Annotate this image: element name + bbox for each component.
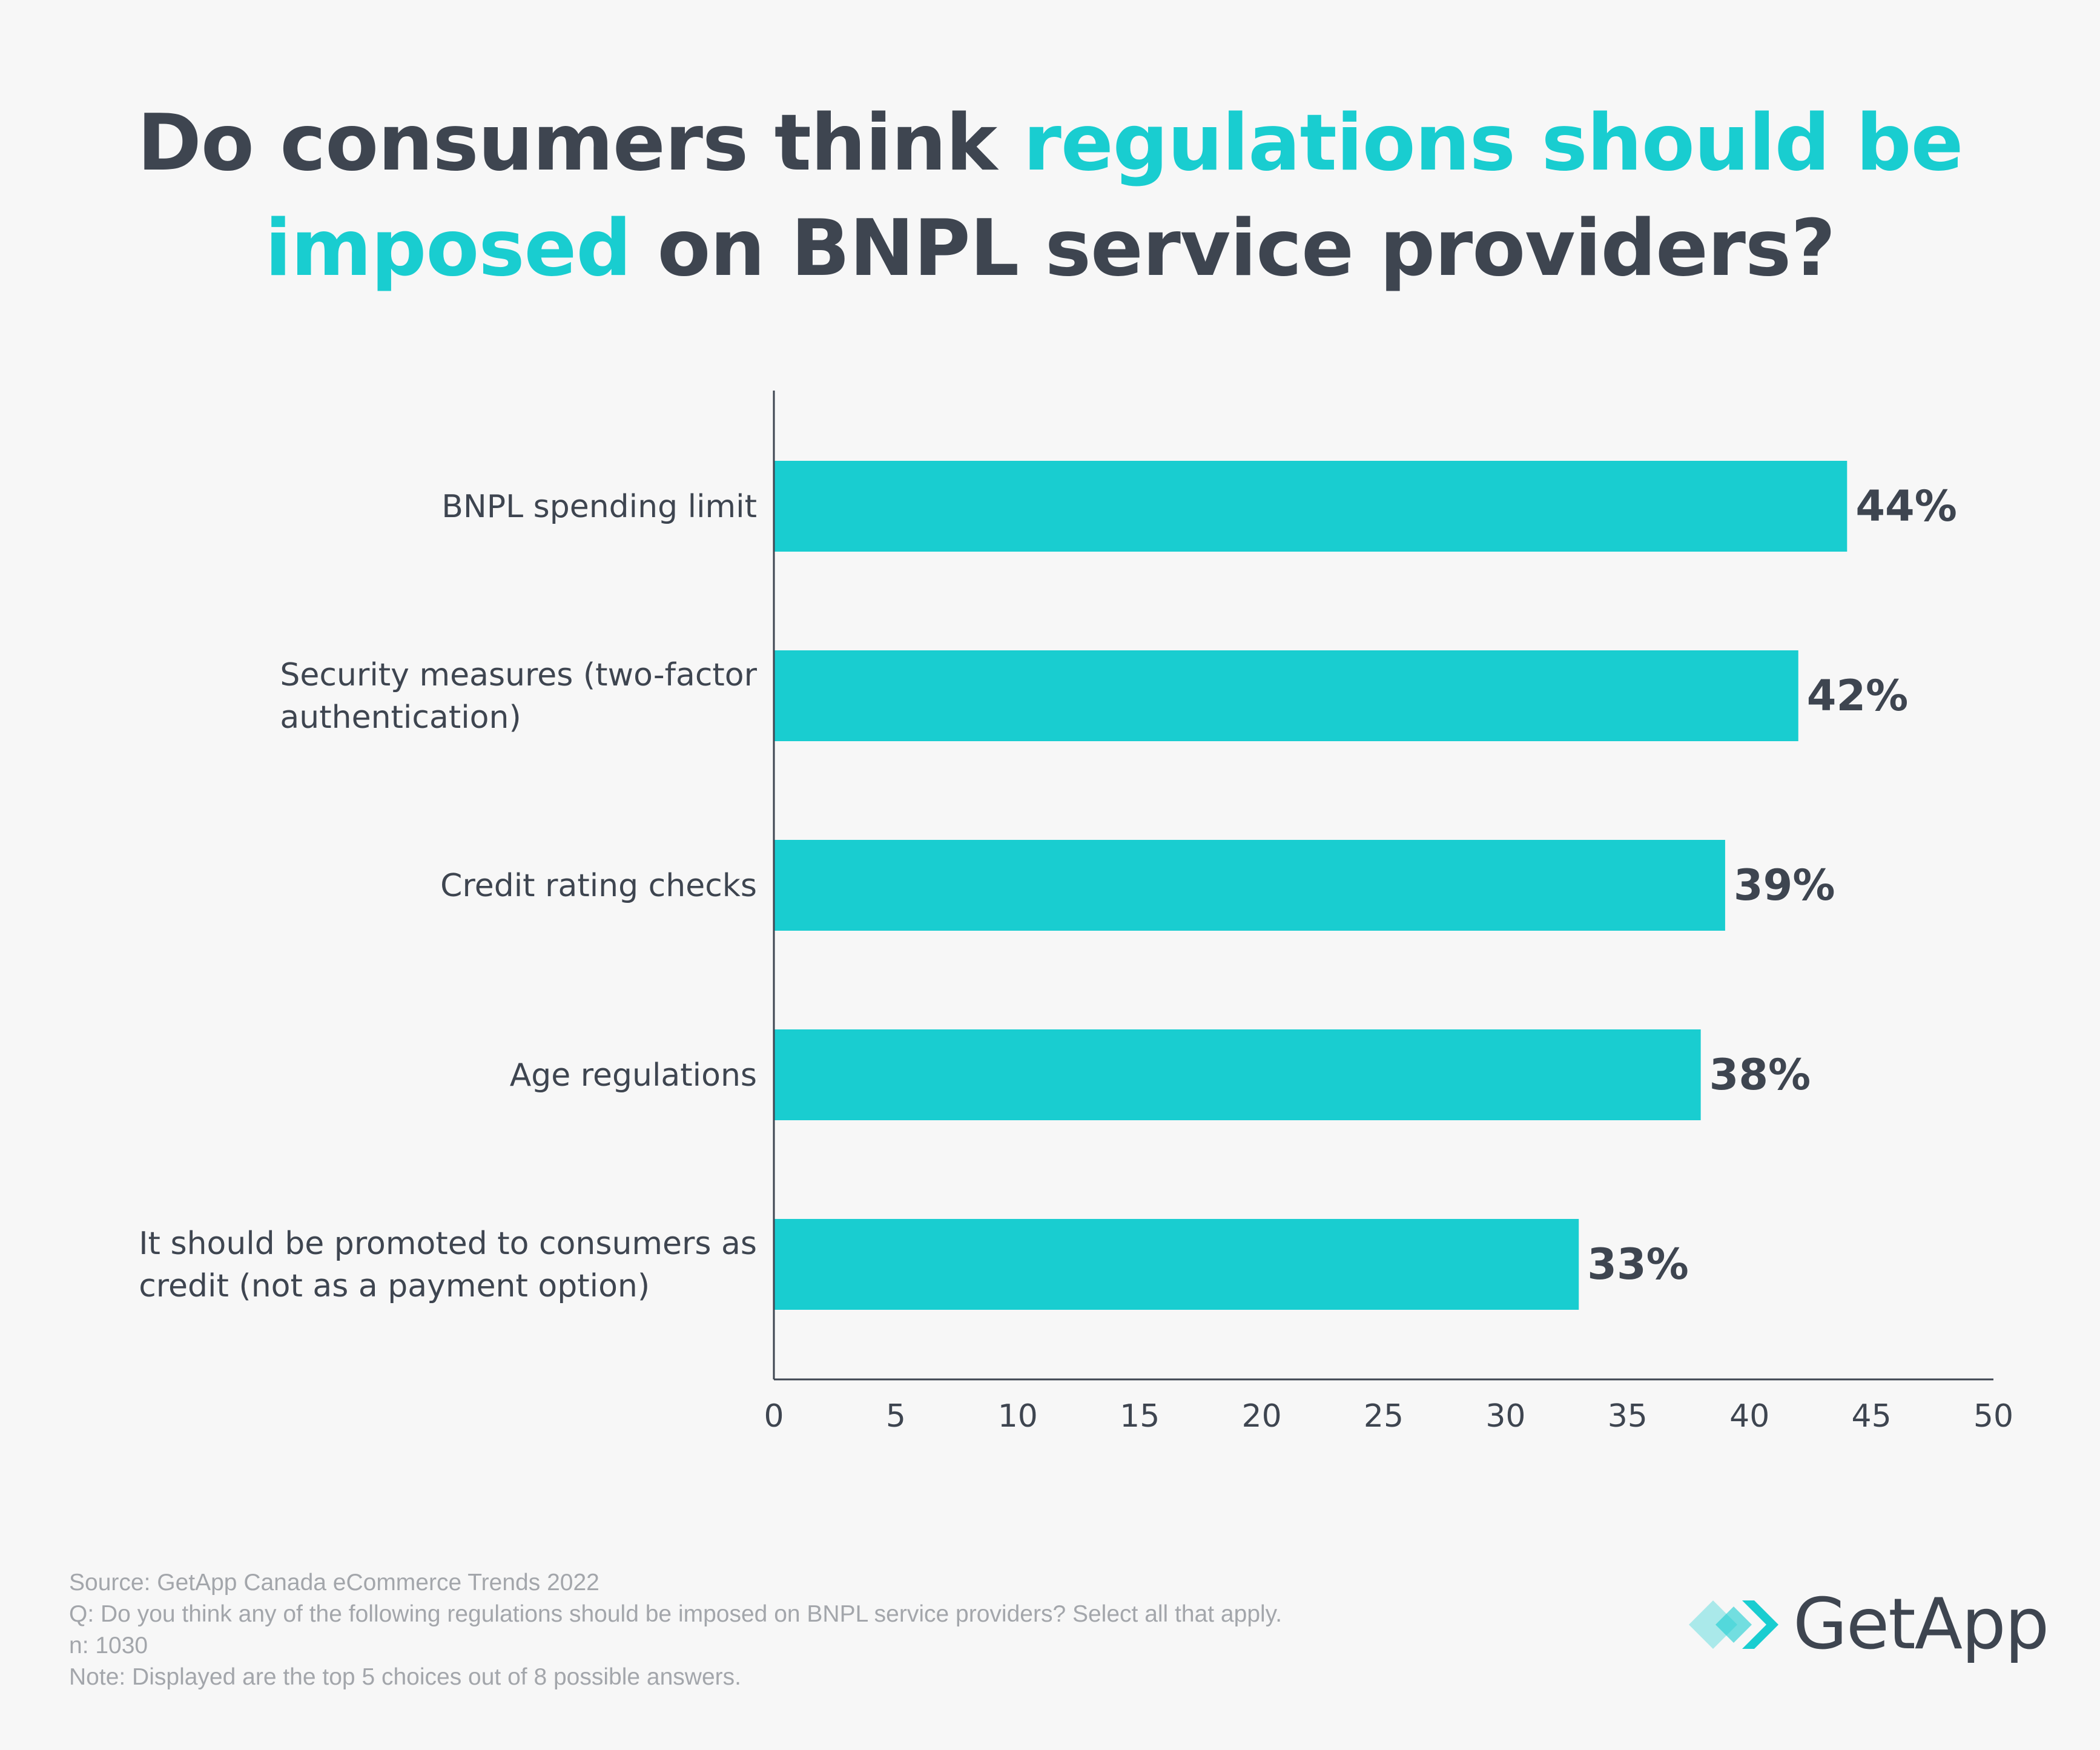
footer-n: n: 1030 <box>69 1633 148 1659</box>
bar-1 <box>774 650 1798 741</box>
chart-title: Do consumers think regulations should be… <box>0 91 2100 302</box>
value-label-3: 38% <box>1709 1050 1811 1100</box>
x-tick-label-1: 5 <box>886 1398 906 1435</box>
footer-note: Note: Displayed are the top 5 choices ou… <box>69 1664 741 1690</box>
bar-4 <box>774 1219 1579 1310</box>
getapp-chevrons-icon <box>1689 1600 1778 1649</box>
bar-0 <box>774 461 1847 552</box>
title-part-1: Do consumers think <box>137 98 1023 188</box>
chart-footer: Source: GetApp Canada eCommerce Trends 2… <box>69 1567 1282 1693</box>
category-label-4-1: credit (not as a payment option) <box>139 1268 650 1304</box>
value-label-1: 42% <box>1807 671 1909 721</box>
x-tick-label-9: 45 <box>1852 1398 1892 1435</box>
x-tick-label-6: 30 <box>1485 1398 1525 1435</box>
category-label-1-0: Security measures (two-factor <box>280 657 757 693</box>
footer-question: Q: Do you think any of the following reg… <box>69 1601 1283 1627</box>
title-part-2: on BNPL service providers? <box>630 203 1836 294</box>
value-label-4: 33% <box>1587 1240 1689 1289</box>
value-label-2: 39% <box>1734 860 1835 910</box>
title-highlight-2: imposed <box>265 203 632 294</box>
x-tick-label-8: 40 <box>1729 1398 1769 1435</box>
x-tick-label-4: 20 <box>1242 1398 1282 1435</box>
x-tick-label-3: 15 <box>1120 1398 1160 1435</box>
value-label-0: 44% <box>1855 481 1957 531</box>
chart-title-line-1: Do consumers think regulations should be <box>0 91 2100 196</box>
x-tick-label-5: 25 <box>1364 1398 1404 1435</box>
category-label-1-1: authentication) <box>280 699 521 736</box>
title-highlight-1: regulations should be <box>1023 98 1964 188</box>
category-label-2-0: Credit rating checks <box>440 868 757 904</box>
getapp-logo-text: GetApp <box>1793 1583 2049 1665</box>
footer-source: Source: GetApp Canada eCommerce Trends 2… <box>69 1570 599 1596</box>
x-tick-label-0: 0 <box>764 1398 784 1435</box>
x-tick-label-2: 10 <box>998 1398 1038 1435</box>
bar-3 <box>774 1029 1701 1120</box>
getapp-logo: GetApp <box>1686 1585 2050 1664</box>
x-tick-label-7: 35 <box>1608 1398 1648 1435</box>
bar-2 <box>774 840 1725 931</box>
chart-title-line-2: imposed on BNPL service providers? <box>0 196 2100 302</box>
category-label-0-0: BNPL spending limit <box>441 489 757 525</box>
category-label-4-0: It should be promoted to consumers as <box>139 1226 757 1262</box>
category-label-3-0: Age regulations <box>510 1057 757 1094</box>
x-tick-label-10: 50 <box>1973 1398 2013 1435</box>
